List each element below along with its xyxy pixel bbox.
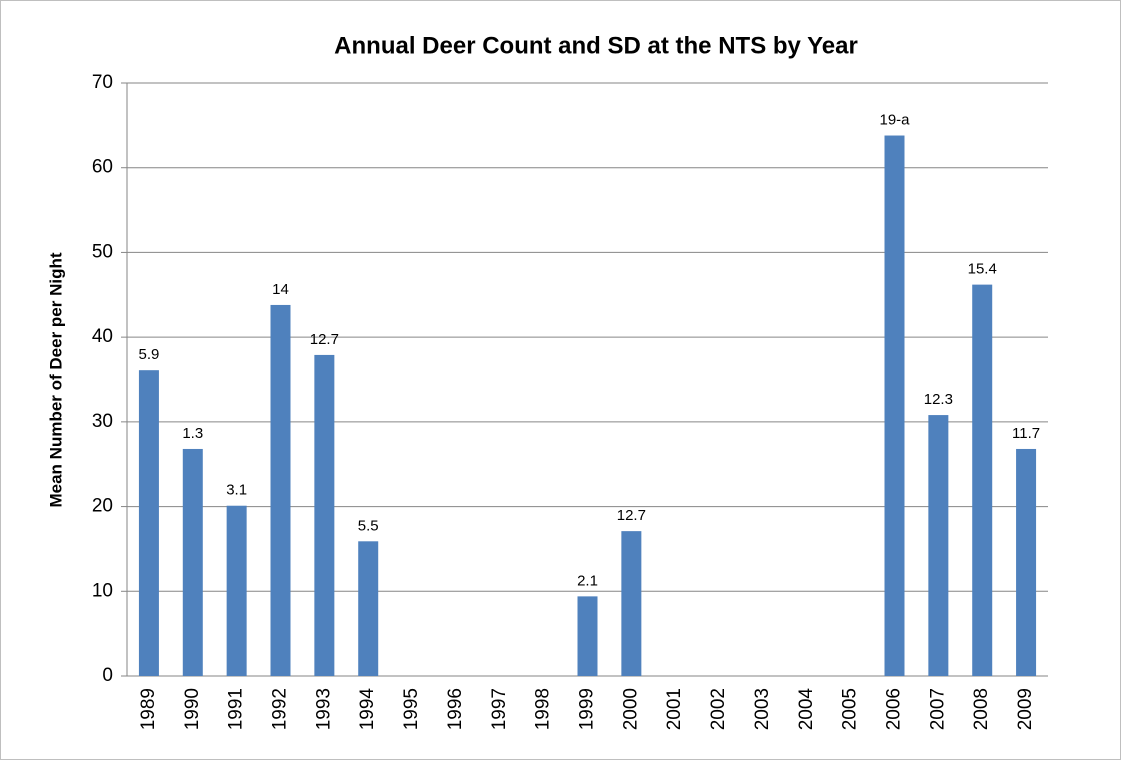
x-tick-label: 1992 [270,688,291,730]
chart-title: Annual Deer Count and SD at the NTS by Y… [334,32,858,59]
x-tick-label: 1997 [489,688,510,730]
x-tick-label: 2008 [971,688,992,730]
bar [928,415,949,676]
x-tick-label: 2006 [884,688,905,730]
bar [972,284,993,676]
x-tick-label: 1991 [226,688,247,730]
y-tick-label: 10 [92,580,113,601]
x-tick-label: 1995 [401,688,422,730]
bar [314,354,335,676]
bar [226,505,247,676]
y-tick-label: 60 [92,157,113,178]
sd-label: 3.1 [226,482,247,499]
x-tick-label: 1998 [533,688,554,730]
bar [577,596,598,676]
sd-label: 11.7 [1012,425,1040,442]
sd-label: 5.9 [138,346,159,363]
bar [138,370,159,676]
x-tick-label: 2004 [796,688,817,731]
sd-label: 5.5 [358,517,379,534]
x-tick-label: 2005 [840,688,861,730]
x-tick-label: 1999 [577,688,598,730]
sd-label: 19-a [879,111,910,128]
x-tick-label: 1996 [445,688,466,730]
x-tick-label: 2002 [708,688,729,730]
x-tick-label: 2001 [664,688,685,730]
sd-label: 2.1 [577,572,598,589]
y-tick-label: 30 [92,411,113,432]
y-tick-label: 20 [92,496,113,517]
bar [182,448,203,676]
bar [884,135,905,677]
sd-label: 12.7 [310,331,339,348]
y-tick-label: 70 [92,72,113,93]
x-tick-label: 1990 [182,688,203,730]
sd-label: 12.3 [924,391,953,408]
bar [270,304,291,676]
y-tick-label: 40 [92,326,113,347]
x-tick-label: 2009 [1015,688,1036,730]
y-tick-label: 50 [92,241,113,262]
x-tick-label: 1994 [357,688,378,731]
sd-label: 14 [272,281,289,298]
y-axis-label: Mean Number of Deer per Night [46,252,65,507]
bar [621,531,642,676]
sd-label: 15.4 [968,261,997,278]
x-tick-label: 1993 [313,688,334,730]
sd-label: 12.7 [617,507,646,524]
sd-label: 1.3 [182,425,203,442]
x-tick-label: 2007 [927,688,948,730]
bar [1016,448,1037,676]
x-tick-label: 2000 [620,688,641,730]
x-tick-label: 1989 [138,688,159,730]
y-tick-label: 0 [102,665,113,686]
x-tick-label: 2003 [752,688,773,730]
bar [358,541,379,676]
